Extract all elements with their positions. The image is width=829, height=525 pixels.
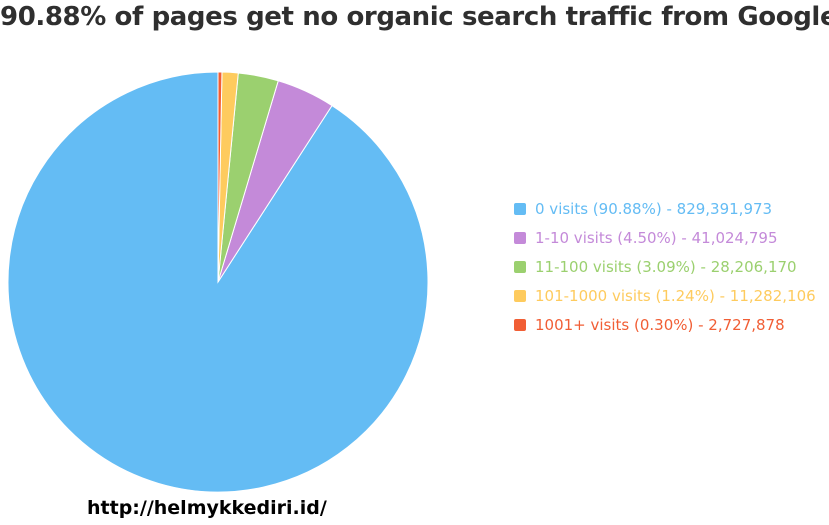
legend-swatch [514, 231, 526, 244]
legend-label: 101-1000 visits (1.24%) - 11,282,106 [535, 286, 816, 305]
legend-label: 11-100 visits (3.09%) - 28,206,170 [535, 257, 797, 276]
legend-label: 1001+ visits (0.30%) - 2,727,878 [535, 315, 785, 334]
legend-item: 0 visits (90.88%) - 829,391,973 [514, 194, 816, 223]
chart-title: 90.88% of pages get no organic search tr… [0, 2, 829, 32]
source-url: http://helmykkediri.id/ [87, 497, 327, 519]
legend-swatch [514, 260, 526, 273]
legend-label: 0 visits (90.88%) - 829,391,973 [535, 199, 773, 218]
legend-item: 1-10 visits (4.50%) - 41,024,795 [514, 223, 816, 252]
legend-label: 1-10 visits (4.50%) - 41,024,795 [535, 228, 778, 247]
pie-slice-1001-visits [217, 71, 223, 283]
legend-item: 1001+ visits (0.30%) - 2,727,878 [514, 310, 816, 339]
legend-swatch [514, 202, 526, 215]
legend-swatch [514, 289, 526, 302]
legend-swatch [514, 318, 526, 331]
legend-item: 101-1000 visits (1.24%) - 11,282,106 [514, 281, 816, 310]
pie-slices [7, 71, 429, 493]
chart-legend: 0 visits (90.88%) - 829,391,973 1-10 visi… [514, 194, 816, 339]
legend-item: 11-100 visits (3.09%) - 28,206,170 [514, 252, 816, 281]
